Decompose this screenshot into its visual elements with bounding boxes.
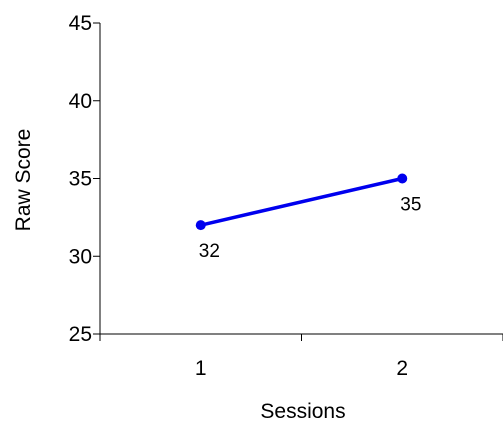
- series: [195, 173, 408, 231]
- data-point: [195, 220, 206, 231]
- tick-labels: 25 30 35 40 45 1 2: [69, 12, 408, 380]
- y-tick-label: 25: [69, 323, 92, 346]
- x-tick-label: 1: [195, 357, 207, 380]
- data-labels: 32 35: [199, 195, 422, 263]
- data-point: [397, 173, 408, 184]
- axes: [93, 22, 503, 341]
- y-tick-label: 30: [69, 245, 92, 268]
- y-tick-label: 40: [69, 90, 92, 113]
- data-label: 32: [199, 241, 220, 262]
- y-tick-label: 35: [69, 168, 92, 191]
- x-tick-label: 2: [396, 357, 408, 380]
- series-line: [200, 176, 403, 227]
- y-axis-title: Raw Score: [12, 129, 35, 232]
- y-tick-label: 45: [69, 12, 92, 35]
- data-label: 35: [400, 195, 421, 216]
- x-axis-title: Sessions: [260, 400, 345, 423]
